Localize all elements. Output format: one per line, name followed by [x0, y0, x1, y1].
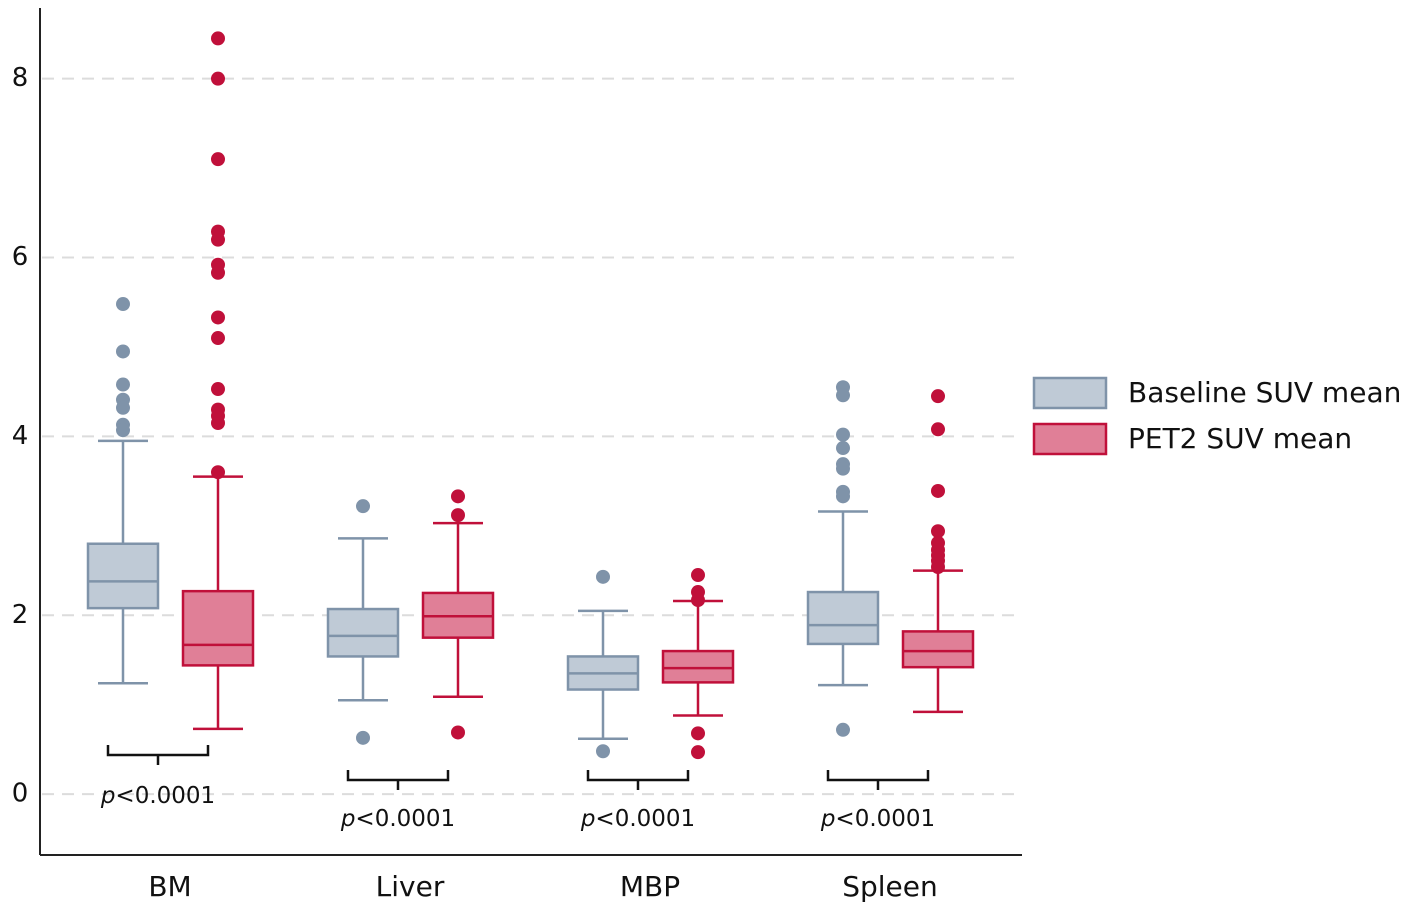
flier [356, 499, 370, 514]
flier [836, 441, 850, 456]
bracket [106, 745, 210, 765]
p-value-annotation: p<0.0001 [820, 806, 935, 832]
p-rest: <0.0001 [355, 806, 455, 832]
flier [931, 389, 945, 404]
x-tick-label: MBP [620, 870, 680, 903]
p-value-annotation: p<0.0001 [580, 806, 695, 832]
y-tick-label: 4 [12, 421, 29, 451]
flier [691, 593, 705, 608]
p-symbol: p [340, 806, 356, 832]
flier [836, 388, 850, 403]
box-group [86, 297, 160, 685]
legend-swatch [1032, 422, 1108, 456]
flier [211, 31, 225, 46]
box-group [566, 569, 640, 759]
y-tick-label: 2 [12, 600, 29, 630]
box-group [181, 31, 255, 731]
flier [211, 416, 225, 431]
box [806, 590, 880, 646]
legend-label: Baseline SUV mean [1128, 376, 1401, 409]
flier [211, 152, 225, 167]
flier [836, 722, 850, 737]
box-group [901, 389, 975, 714]
flier [211, 265, 225, 280]
box [901, 630, 975, 669]
flier [596, 569, 610, 584]
p-value-annotation: p<0.0001 [340, 806, 455, 832]
flier [931, 524, 945, 539]
flier [116, 297, 130, 312]
box-group [806, 380, 880, 737]
p-symbol: p [580, 806, 596, 832]
flier [211, 71, 225, 86]
flier [836, 461, 850, 476]
flier [211, 465, 225, 480]
flier [931, 422, 945, 437]
p-rest: <0.0001 [595, 806, 695, 832]
box-group [661, 568, 735, 760]
bracket [826, 770, 930, 790]
box [181, 589, 255, 667]
box-group [326, 499, 400, 745]
y-tick-label: 6 [12, 242, 29, 272]
flier [836, 427, 850, 442]
flier [116, 400, 130, 415]
y-tick-label: 0 [12, 779, 29, 809]
x-tick-label: Liver [376, 870, 445, 903]
flier [931, 560, 945, 575]
flier [451, 725, 465, 740]
flier [211, 310, 225, 325]
p-rest: <0.0001 [835, 806, 935, 832]
flier [116, 423, 130, 438]
box [86, 542, 160, 610]
flier [356, 730, 370, 745]
bracket [586, 770, 690, 790]
flier [116, 377, 130, 392]
x-tick-label: Spleen [842, 870, 938, 903]
flier [451, 508, 465, 523]
p-value-annotation: p<0.0001 [100, 783, 215, 809]
bracket [346, 770, 450, 790]
y-tick-label: 8 [12, 63, 29, 93]
legend-swatch [1032, 376, 1108, 410]
box [326, 607, 400, 658]
flier [691, 726, 705, 741]
p-symbol: p [820, 806, 836, 832]
flier [836, 489, 850, 504]
flier [451, 489, 465, 504]
flier [596, 744, 610, 759]
legend-label: PET2 SUV mean [1128, 422, 1352, 455]
flier [691, 568, 705, 583]
p-rest: <0.0001 [115, 783, 215, 809]
p-symbol: p [100, 783, 116, 809]
box [661, 649, 735, 684]
x-tick-label: BM [148, 870, 191, 903]
flier [691, 745, 705, 760]
flier [116, 344, 130, 359]
flier [211, 382, 225, 397]
flier [211, 232, 225, 247]
box-group [421, 489, 495, 740]
flier [931, 483, 945, 498]
flier [211, 331, 225, 346]
